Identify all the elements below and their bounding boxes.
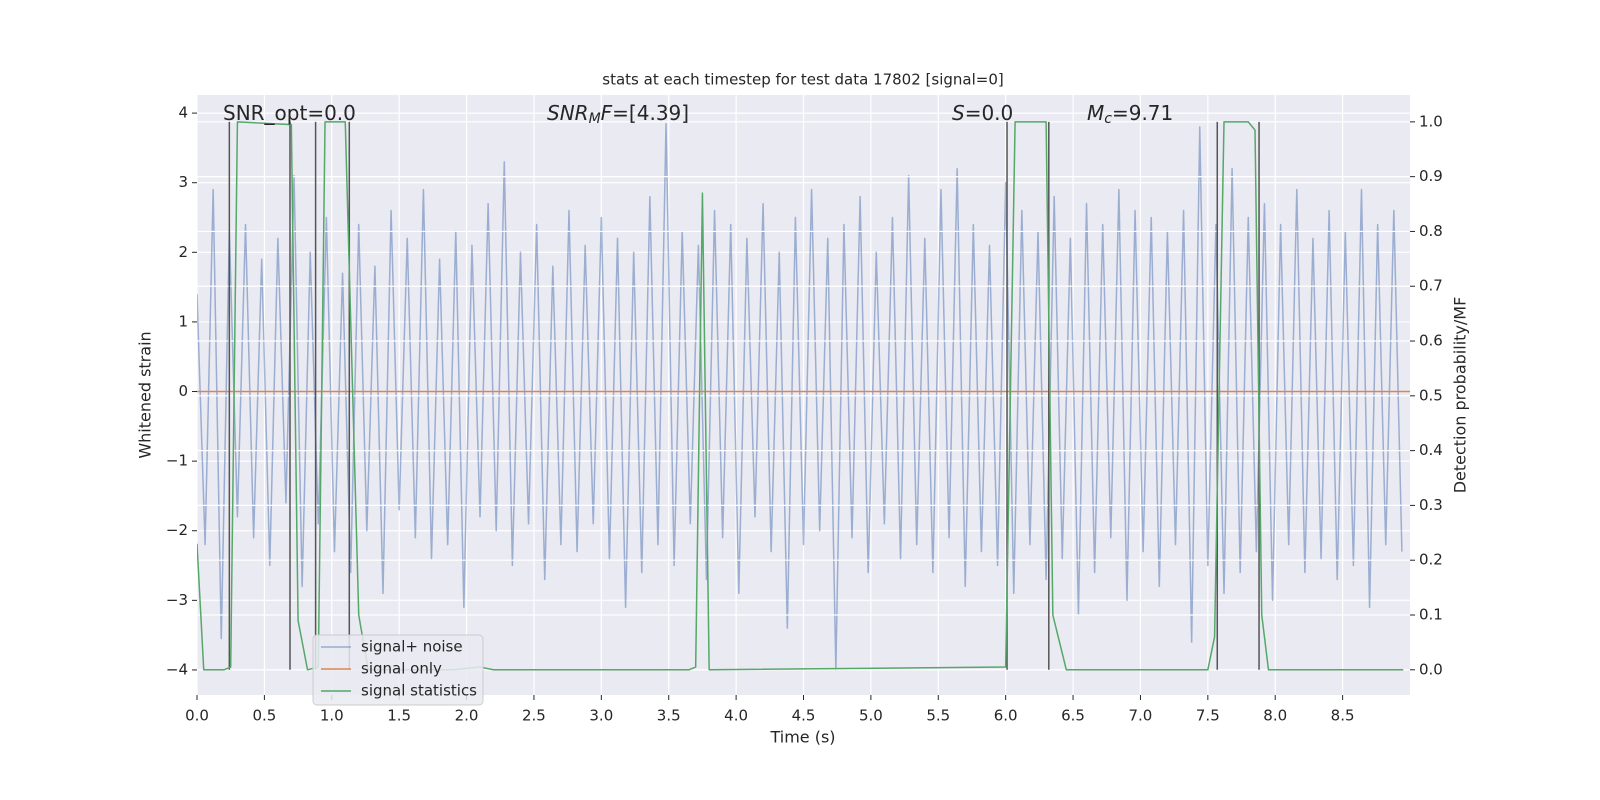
y-axis-label: Whitened strain [136, 331, 155, 458]
y-tick-label: −3 [166, 591, 188, 609]
annotation-part: M [589, 111, 601, 127]
y2-tick-label: 0.3 [1419, 496, 1443, 514]
x-tick-label: 8.5 [1331, 707, 1355, 725]
x-tick-label: 7.5 [1196, 707, 1220, 725]
y-tick-label: 1 [178, 312, 188, 330]
x-tick-label: 0.5 [252, 707, 276, 725]
annotation-part: =[4.39] [612, 101, 689, 125]
y2-tick-label: 0.8 [1419, 222, 1443, 240]
x-tick-label: 6.5 [1061, 707, 1085, 725]
y-tick-label: −1 [166, 452, 188, 470]
annotation-part: F [601, 101, 613, 125]
y2-tick-label: 0.1 [1419, 606, 1443, 624]
y-tick-label: 3 [178, 173, 188, 191]
annotation: SNRMF=[4.39] [547, 101, 689, 128]
y-tick-label: 2 [178, 243, 188, 261]
annotation: Mc=9.71 [1087, 101, 1173, 128]
annotation: S=0.0 [952, 101, 1013, 125]
x-tick-label: 0.0 [185, 707, 209, 725]
y2-tick-label: 0.2 [1419, 551, 1443, 569]
x-tick-label: 1.0 [320, 707, 344, 725]
x-tick-label: 1.5 [387, 707, 411, 725]
chart-title: stats at each timestep for test data 178… [602, 71, 1003, 89]
annotation-part: c [1104, 111, 1112, 127]
y-tick-label: 4 [178, 104, 188, 122]
annotation: SNR_opt=0.0 [223, 101, 356, 125]
x-tick-label: 8.0 [1263, 707, 1287, 725]
y2-tick-label: 0.9 [1419, 167, 1443, 185]
x-tick-label: 5.0 [859, 707, 883, 725]
x-tick-label: 5.5 [926, 707, 950, 725]
x-tick-label: 3.5 [657, 707, 681, 725]
annotation-part: =9.71 [1112, 101, 1173, 125]
legend-label: signal+ noise [361, 638, 463, 656]
legend-label: signal statistics [361, 682, 477, 700]
x-tick-label: 2.0 [455, 707, 479, 725]
x-axis-label: Time (s) [769, 728, 835, 747]
x-tick-label: 6.0 [994, 707, 1018, 725]
y-tick-label: −2 [166, 521, 188, 539]
y2-tick-label: 0.5 [1419, 386, 1443, 404]
x-tick-label: 4.5 [792, 707, 816, 725]
x-tick-label: 7.0 [1129, 707, 1153, 725]
x-tick-label: 4.0 [724, 707, 748, 725]
annotation-part: M [1087, 101, 1104, 125]
legend-label: signal only [361, 660, 442, 678]
y2-tick-label: 0.7 [1419, 277, 1443, 295]
legend-box [312, 634, 484, 706]
data-line [197, 121, 1404, 671]
y2-tick-label: 0.4 [1419, 441, 1443, 459]
annotation-part: SNR_opt=0.0 [223, 101, 356, 125]
x-tick-label: 3.0 [589, 707, 613, 725]
y2-tick-label: 0.0 [1419, 660, 1443, 678]
y2-axis-label: Detection probability/MF [1451, 297, 1470, 494]
annotation-part: SNR [547, 101, 589, 125]
annotation-part: S [952, 101, 965, 125]
y-tick-label: 0 [178, 382, 188, 400]
y-tick-label: −4 [166, 660, 188, 678]
data-line [197, 122, 1403, 671]
y2-tick-label: 0.6 [1419, 332, 1443, 350]
x-tick-label: 2.5 [522, 707, 546, 725]
y2-tick-label: 1.0 [1419, 112, 1443, 130]
annotation-part: =0.0 [965, 101, 1014, 125]
